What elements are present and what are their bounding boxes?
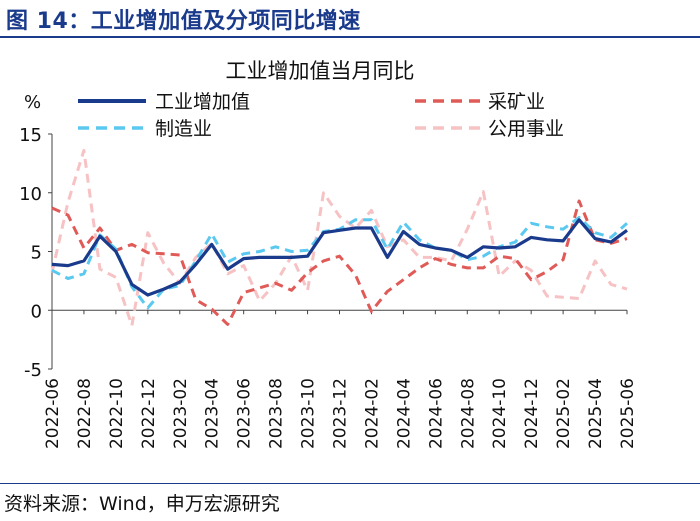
y-unit-label: % [24, 92, 41, 113]
x-tick-label: 2023-02 [171, 378, 191, 449]
legend-label-1: 采矿业 [488, 91, 545, 113]
y-tick-label: 15 [19, 125, 42, 146]
tick-labels: -5 0 5 10 15 2022-06 2022-08 2022-10 2022-12 2023… [19, 125, 638, 449]
source-rule [0, 483, 700, 484]
series-line-1 [51, 199, 628, 326]
title-rule [0, 36, 700, 38]
y-tick-label: -5 [24, 360, 42, 381]
series-line-3 [50, 148, 628, 327]
y-tick-label: 5 [31, 243, 42, 264]
x-tick-label: 2022-06 [43, 378, 63, 449]
x-tick-label: 2025-06 [618, 378, 638, 449]
x-tick-label: 2024-12 [522, 378, 542, 449]
legend-label-3: 公用事业 [488, 118, 564, 140]
x-tick-label: 2024-04 [394, 378, 414, 449]
legend-label-2: 制造业 [155, 118, 212, 140]
x-tick-label: 2025-02 [554, 378, 574, 449]
x-tick-label: 2024-06 [426, 378, 446, 449]
chart-title: 工业增加值当月同比 [226, 59, 415, 83]
x-tick-label: 2023-08 [267, 378, 287, 449]
x-tick-label: 2022-12 [139, 378, 159, 449]
figure-title: 图 14：工业增加值及分项同比增速 [6, 9, 361, 34]
x-tick-label: 2024-08 [458, 378, 478, 449]
x-tick-label: 2023-06 [235, 378, 255, 449]
x-tick-label: 2025-04 [586, 378, 606, 449]
y-tick-label: 0 [31, 301, 42, 322]
x-tick-label: 2023-10 [299, 378, 319, 449]
x-tick-label: 2023-12 [331, 378, 351, 449]
y-tick-label: 10 [19, 184, 42, 205]
axes [48, 133, 628, 370]
x-tick-label: 2022-08 [75, 378, 95, 449]
x-tick-label: 2024-02 [362, 378, 382, 449]
legend-label-0: 工业增加值 [155, 91, 250, 113]
x-tick-label: 2022-10 [107, 378, 127, 449]
source-note: 资料来源：Wind，申万宏源研究 [4, 493, 280, 515]
series-line-0 [51, 218, 628, 297]
x-tick-label: 2024-10 [490, 378, 510, 449]
series-layer [50, 148, 628, 327]
x-tick-label: 2023-04 [203, 378, 223, 449]
